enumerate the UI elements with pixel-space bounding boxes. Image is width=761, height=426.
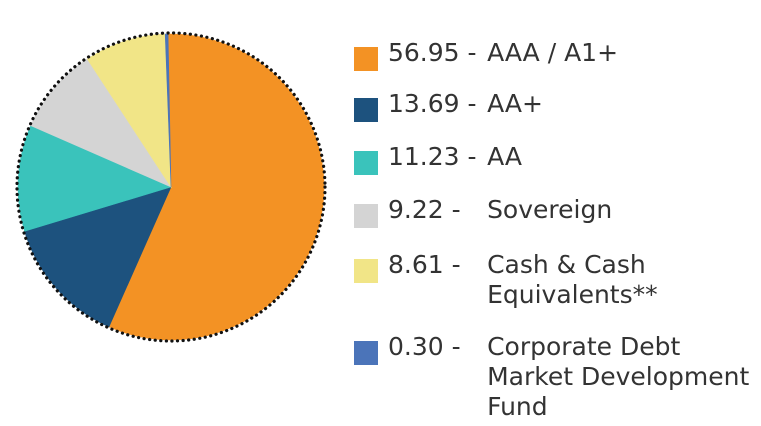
legend-label-aa-plus: AA+ [487, 89, 543, 118]
legend-label-corporate-debt-market-development-fund: Corporate Debt Market Development Fund [487, 332, 750, 421]
legend-label-cash-and-cash-equivalents: Cash & Cash Equivalents** [487, 250, 658, 309]
legend-label-aaa-a1-plus: AAA / A1+ [487, 38, 619, 67]
legend-item-aa: 11.23 - AA [354, 142, 759, 175]
legend-item-aa-plus: 13.69 - AA+ [354, 89, 759, 122]
legend-value-aa: 11.23 - [388, 142, 477, 171]
legend-value-corporate-debt-market-development-fund: 0.30 - [388, 332, 461, 361]
legend-swatch-aa-plus [354, 98, 378, 122]
legend-swatch-aaa-a1-plus [354, 47, 378, 71]
legend-swatch-sovereign [354, 204, 378, 228]
legend-value-cash-and-cash-equivalents: 8.61 - [388, 250, 461, 279]
legend-item-aaa-a1-plus: 56.95 - AAA / A1+ [354, 38, 759, 71]
legend-item-sovereign: 9.22 - Sovereign [354, 195, 759, 228]
legend-label-sovereign: Sovereign [487, 195, 613, 224]
pie-chart-svg [15, 31, 327, 343]
legend-label-aa: AA [487, 142, 522, 171]
legend-value-aaa-a1-plus: 56.95 - [388, 38, 477, 67]
legend-swatch-cash-and-cash-equivalents [354, 259, 378, 283]
pie-dotted-border [15, 31, 327, 343]
legend-value-aa-plus: 13.69 - [388, 89, 477, 118]
legend-value-sovereign: 9.22 - [388, 195, 461, 224]
legend-swatch-corporate-debt-market-development-fund [354, 341, 378, 365]
legend-item-cash-and-cash-equivalents: 8.61 - Cash & Cash Equivalents** [354, 250, 759, 310]
legend-item-corporate-debt-market-development-fund: 0.30 - Corporate Debt Market Development… [354, 332, 759, 422]
legend-swatch-aa [354, 151, 378, 175]
